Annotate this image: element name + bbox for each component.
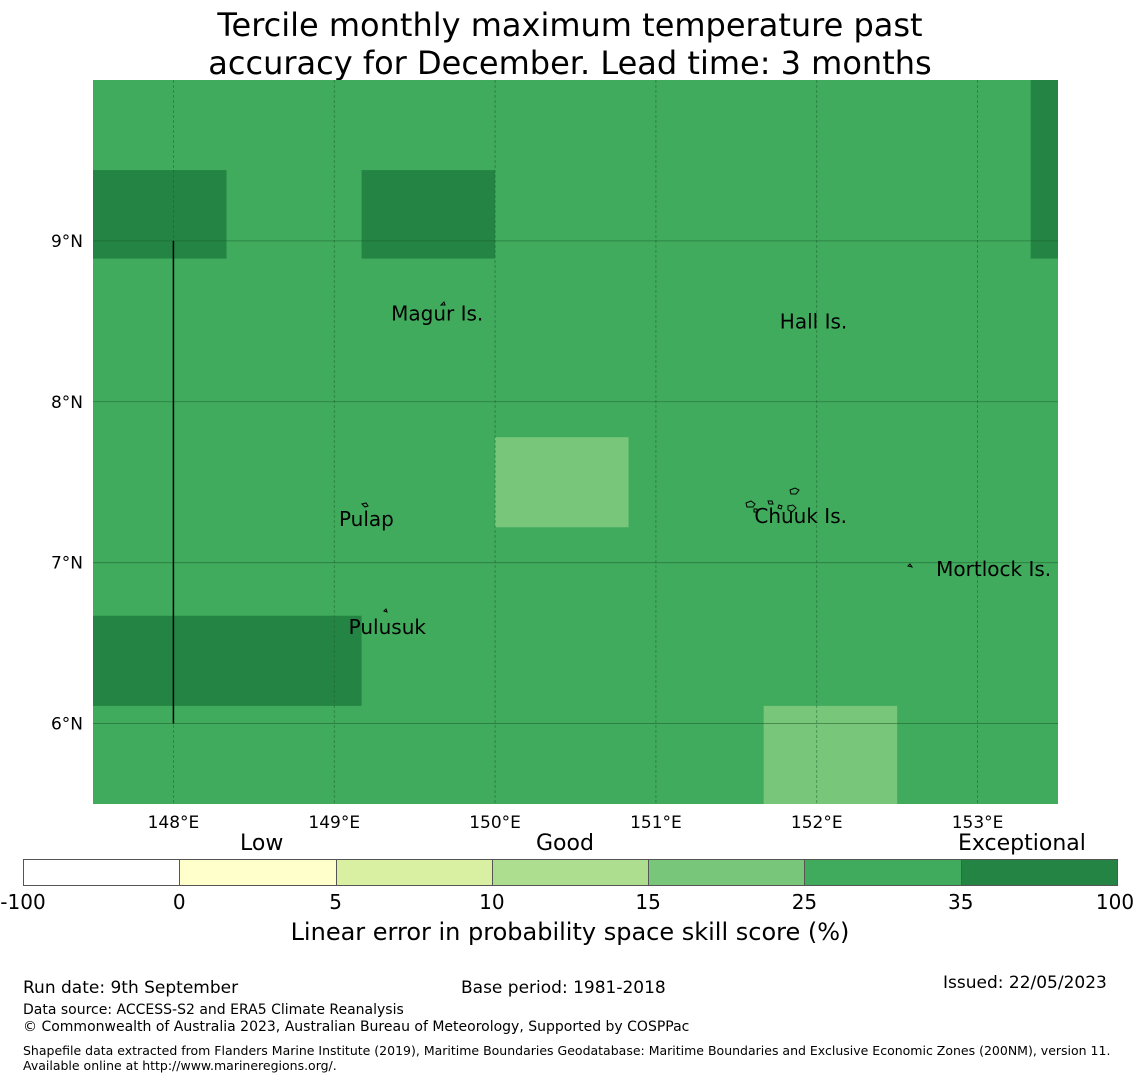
colorbar-tick-label: -100	[0, 890, 46, 914]
colorbar-tick-label: 5	[329, 890, 342, 914]
colorbar-tick-label: 10	[479, 890, 505, 914]
lon-tick-label: 148°E	[148, 813, 200, 833]
lat-tick-label: 7°N	[51, 554, 83, 574]
place-label: Mortlock Is.	[936, 557, 1051, 581]
colorbar-bin	[491, 859, 650, 886]
skill-cell	[93, 615, 362, 706]
title-line-2: accuracy for December. Lead time: 3 mont…	[208, 44, 932, 82]
category-label-low: Low	[240, 831, 284, 856]
lat-tick-label: 6°N	[51, 715, 83, 735]
colorbar-title: Linear error in probability space skill …	[290, 918, 850, 946]
colorbar-bin	[648, 859, 806, 886]
chart-title: Tercile monthly maximum temperature past…	[0, 6, 1140, 82]
skill-map: 148°E 149°E 150°E 151°E 152°E 153°E 9°N 8°N 7°N 6…	[51, 80, 1058, 833]
skill-cell	[361, 170, 496, 259]
place-label: Magur Is.	[391, 301, 483, 325]
lat-tick-label: 8°N	[51, 393, 83, 413]
copyright: © Commonwealth of Australia 2023, Austra…	[23, 1019, 690, 1035]
colorbar-bin	[804, 859, 962, 886]
issued-date: Issued: 22/05/2023	[943, 973, 1107, 993]
place-label: Hall Is.	[780, 309, 847, 333]
island-outline	[907, 563, 914, 568]
base-period: Base period: 1981-2018	[461, 978, 666, 998]
colorbar-tick-label: 35	[947, 890, 974, 914]
colorbar-tick-label: 15	[635, 890, 661, 914]
lat-tick-label: 9°N	[51, 232, 83, 252]
colorbar-tick-label: 0	[172, 890, 186, 914]
colorbar-tick-label: 100	[1095, 890, 1135, 914]
run-date: Run date: 9th September	[23, 978, 239, 998]
lon-tick-label: 149°E	[308, 813, 360, 833]
colorbar-bin	[335, 859, 493, 886]
colorbar-bin	[960, 859, 1118, 886]
shapefile-credit: Shapefile data extracted from Flanders M…	[23, 1043, 1111, 1073]
island-outline	[361, 502, 369, 508]
colorbar-bin	[179, 859, 337, 886]
lon-tick-label: 153°E	[952, 813, 1004, 833]
lon-tick-label: 150°E	[469, 813, 521, 833]
colorbar-tick-label: 25	[791, 890, 818, 914]
category-label-good: Good	[536, 831, 594, 856]
skill-cell	[1030, 80, 1058, 259]
colorbar-bin	[23, 859, 181, 886]
skill-cell	[495, 437, 629, 528]
skill-cell	[93, 170, 227, 259]
data-source: Data source: ACCESS-S2 and ERA5 Climate …	[23, 1002, 404, 1018]
skill-cell	[763, 705, 898, 804]
place-label: Pulusuk	[349, 615, 427, 639]
island-outline	[439, 301, 446, 306]
place-label: Chuuk Is.	[754, 504, 847, 528]
category-label-exceptional: Exceptional	[958, 831, 1086, 856]
place-label: Pulap	[339, 507, 394, 531]
island-outline	[383, 608, 388, 613]
lon-tick-label: 151°E	[630, 813, 682, 833]
title-line-1: Tercile monthly maximum temperature past	[217, 6, 923, 44]
island-outline	[745, 487, 800, 513]
lon-tick-label: 152°E	[791, 813, 843, 833]
